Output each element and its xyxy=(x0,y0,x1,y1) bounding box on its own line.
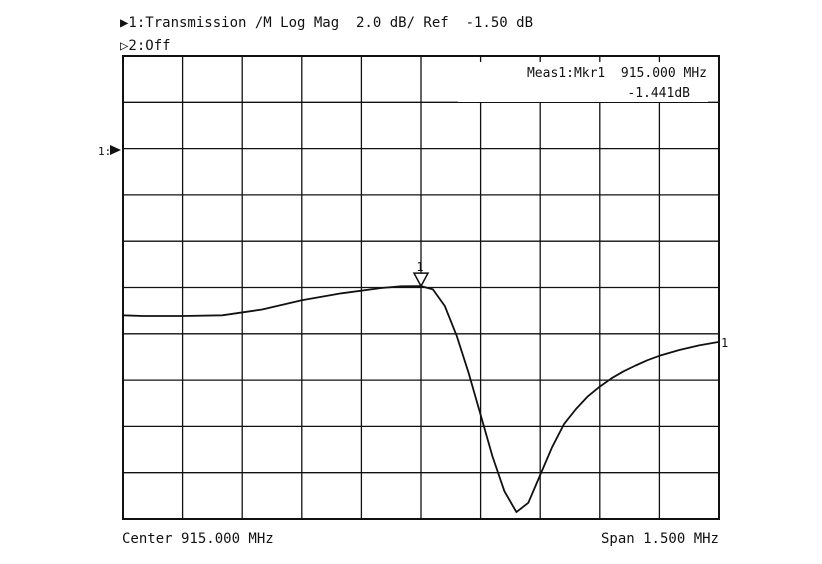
marker-readout-value: -1.441dB xyxy=(627,86,690,101)
plot-frame xyxy=(122,55,720,520)
ref-level-label: 1: xyxy=(98,145,111,158)
reference-level-indicator: 1: xyxy=(98,145,121,158)
marker-readout-background xyxy=(458,62,708,102)
channel2-label: ▷2:Off xyxy=(120,38,171,54)
center-frequency-label: Center 915.000 MHz xyxy=(122,531,274,547)
ref-arrow-icon xyxy=(110,145,121,155)
marker-1[interactable]: 1 xyxy=(412,260,430,288)
trace-end-label: 1 xyxy=(721,336,728,350)
marker-readout-frequency: Meas1:Mkr1 915.000 MHz xyxy=(527,66,707,81)
channel1-label: ▶1:Transmission /M Log Mag 2.0 dB/ Ref -… xyxy=(120,15,533,31)
marker-readout: Meas1:Mkr1 915.000 MHz -1.441dB xyxy=(458,62,708,102)
span-label: Span 1.500 MHz xyxy=(601,531,719,547)
transmission-trace xyxy=(122,285,720,513)
marker-number: 1 xyxy=(416,260,423,274)
marker-triangle-icon xyxy=(412,272,430,288)
